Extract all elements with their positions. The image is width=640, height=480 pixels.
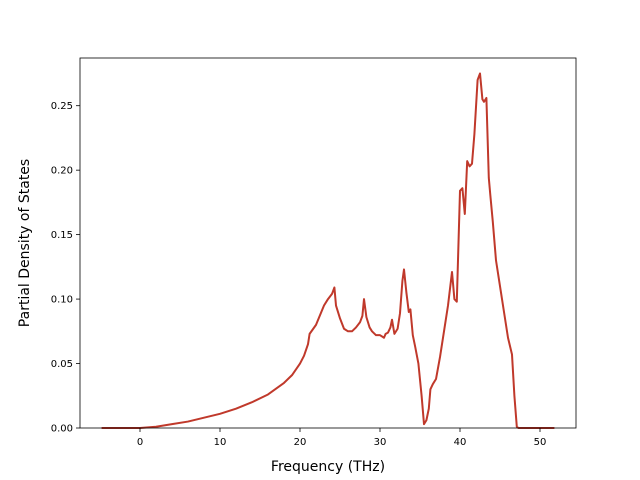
y-axis: 0.00 0.05 0.10 0.15 0.20 0.25 [51, 101, 80, 435]
x-tick-label: 40 [454, 437, 467, 448]
x-axis: 0 10 20 30 40 50 [137, 428, 547, 448]
y-tick-label: 0.25 [51, 101, 73, 112]
pdos-series-line [101, 72, 555, 429]
x-axis-label: Frequency (THz) [271, 459, 385, 475]
y-tick-label: 0.05 [51, 359, 73, 370]
y-tick-label: 0.20 [51, 166, 73, 177]
x-tick-label: 20 [294, 437, 307, 448]
y-tick-label: 0.10 [51, 295, 73, 306]
axes-frame [79, 57, 577, 429]
x-tick-label: 10 [214, 437, 227, 448]
x-tick-label: 0 [137, 437, 143, 448]
plot-area [101, 72, 555, 429]
x-tick-label: 30 [374, 437, 387, 448]
x-tick-label: 50 [534, 437, 547, 448]
y-axis-label: Partial Density of States [17, 159, 33, 327]
y-tick-label: 0.00 [51, 424, 73, 435]
y-tick-label: 0.15 [51, 230, 73, 241]
